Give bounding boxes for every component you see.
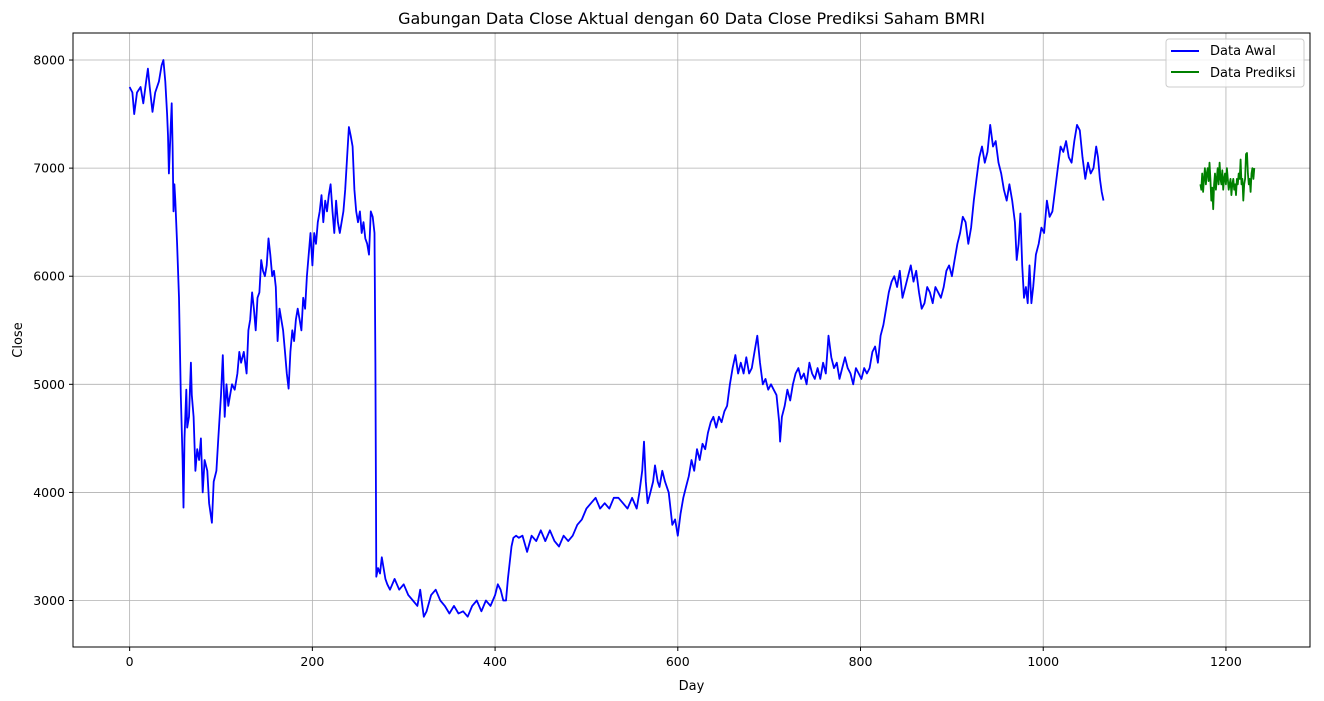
y-tick-label: 7000 bbox=[33, 161, 65, 176]
y-axis-label: Close bbox=[11, 322, 26, 357]
series-group bbox=[128, 59, 1256, 618]
x-tick-label: 400 bbox=[483, 654, 507, 669]
legend-box bbox=[1165, 38, 1305, 88]
y-tick-label: 3000 bbox=[33, 593, 65, 608]
x-tick-label: 200 bbox=[300, 654, 324, 669]
series-line-data-awal bbox=[128, 59, 1105, 618]
y-tick-label: 6000 bbox=[33, 269, 65, 284]
x-tick-label: 800 bbox=[849, 654, 873, 669]
y-tick-label: 8000 bbox=[33, 53, 65, 68]
x-tick-label: 0 bbox=[126, 654, 134, 669]
plot-frame bbox=[72, 32, 1311, 648]
legend-label-data-prediksi: Data Prediksi bbox=[1210, 66, 1296, 81]
grid bbox=[73, 33, 1310, 647]
x-tick-label: 600 bbox=[666, 654, 690, 669]
ticks: 0 200 400 600 800 1000 1200 3000 4000 5000 6000 700… bbox=[33, 53, 1242, 669]
legend-label-data-awal: Data Awal bbox=[1210, 44, 1276, 59]
y-tick-label: 4000 bbox=[33, 485, 65, 500]
y-tick-label: 5000 bbox=[33, 377, 65, 392]
chart-title: Gabungan Data Close Aktual dengan 60 Dat… bbox=[398, 9, 985, 28]
series-line-data-prediksi bbox=[1199, 152, 1256, 211]
legend: Data Awal Data Prediksi bbox=[1165, 38, 1305, 88]
x-axis-label: Day bbox=[679, 679, 705, 694]
x-tick-label: 1000 bbox=[1027, 654, 1059, 669]
x-tick-label: 1200 bbox=[1210, 654, 1242, 669]
